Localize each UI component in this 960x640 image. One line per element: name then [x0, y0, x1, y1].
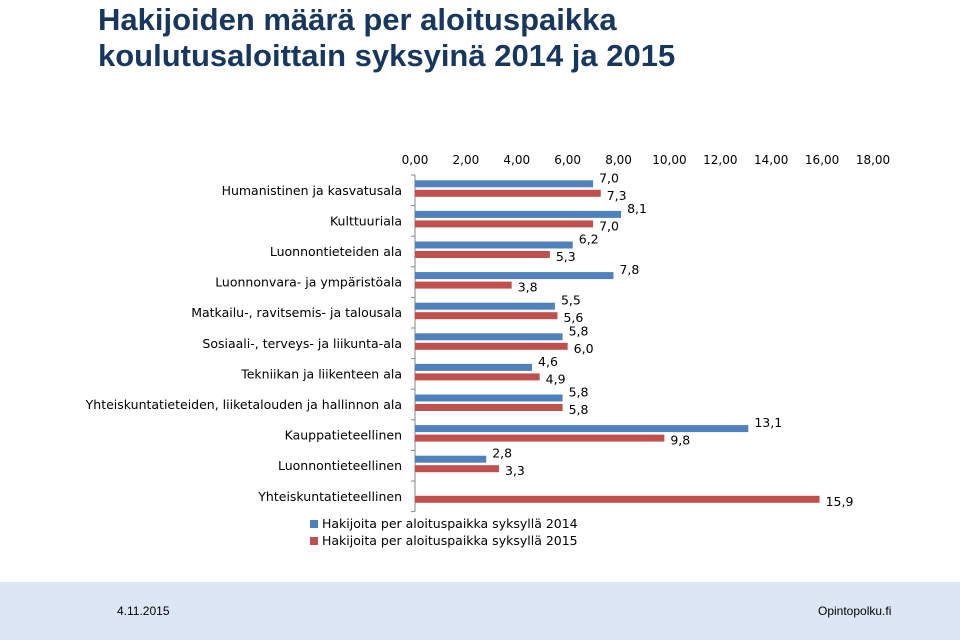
category-label: Luonnontieteellinen	[278, 458, 402, 473]
x-tick-label: 18,00	[856, 153, 890, 167]
data-label: 4,6	[538, 354, 558, 369]
bar-2015	[415, 189, 601, 197]
x-tick-label: 10,00	[652, 153, 686, 167]
legend-swatch	[310, 537, 318, 545]
data-label: 7,8	[619, 262, 639, 277]
x-tick-label: 4,00	[503, 153, 530, 167]
footer-date: 4.11.2015	[117, 604, 170, 618]
bar-chart: 0,00 2,00 4,00 6,00 8,00 10,00 12,00 14,00 16,00…	[85, 153, 891, 548]
bar-2014	[415, 455, 487, 463]
bar-2014	[415, 333, 563, 341]
bar-2014	[415, 302, 555, 310]
bar-2015	[415, 434, 665, 442]
data-label: 8,1	[627, 201, 647, 216]
data-label: 5,6	[563, 310, 583, 325]
bar-2015	[415, 312, 558, 320]
legend-swatch	[310, 520, 318, 528]
bar-2015	[415, 495, 820, 503]
data-label: 13,1	[754, 415, 782, 430]
category-label: Yhteiskuntatieteiden, liiketalouden ja h…	[85, 397, 402, 412]
legend-label: Hakijoita per aloituspaikka syksyllä 201…	[322, 533, 578, 548]
bar-2015	[415, 251, 550, 258]
bar-2014	[415, 241, 573, 249]
data-label: 3,8	[518, 280, 538, 295]
bar-2014	[415, 394, 563, 402]
data-label: 3,3	[505, 463, 525, 478]
bar-2015	[415, 220, 594, 228]
data-label: 6,0	[574, 341, 594, 356]
x-tick-label: 2,00	[453, 153, 480, 167]
data-label: 5,5	[561, 293, 581, 308]
data-label: 5,8	[569, 323, 589, 338]
bar-2014	[415, 363, 533, 371]
x-tick-label: 12,00	[703, 153, 737, 167]
data-label: 7,0	[599, 218, 619, 233]
bar-2015	[415, 404, 563, 411]
bar-2015	[415, 281, 512, 289]
data-label: 15,9	[826, 494, 854, 509]
x-tick-label: 16,00	[805, 153, 839, 167]
title-line-1: Hakijoiden määrä per aloituspaikka	[98, 2, 617, 37]
title-line-2: koulutusaloittain syksyinä 2014 ja 2015	[98, 38, 676, 73]
category-label: Luonnonvara- ja ympäristöala	[215, 275, 402, 290]
category-label: Yhteiskuntatieteellinen	[257, 489, 402, 504]
bar-2014	[415, 425, 749, 433]
x-tick-label: 14,00	[754, 153, 788, 167]
bar-2015	[415, 373, 540, 381]
bar-2014	[415, 180, 594, 188]
data-label: 2,8	[492, 446, 512, 461]
category-label: Humanistinen ja kasvatusala	[222, 183, 402, 198]
category-label: Luonnontieteiden ala	[270, 244, 402, 259]
footer-brand: Opintopolku.fi	[818, 604, 892, 618]
data-label: 7,3	[607, 188, 627, 203]
bar-2015	[415, 342, 568, 350]
category-label: Kauppatieteellinen	[285, 428, 402, 443]
category-label: Matkailu-, ravitsemis- ja talousala	[191, 305, 402, 320]
legend-label: Hakijoita per aloituspaikka syksyllä 201…	[322, 516, 578, 531]
footer-band	[0, 582, 960, 640]
data-label: 5,8	[569, 402, 589, 417]
data-label: 6,2	[579, 232, 599, 247]
bar-2014	[415, 272, 614, 280]
category-label: Kulttuuriala	[330, 213, 402, 228]
data-label: 7,0	[599, 170, 619, 185]
x-tick-label: 0,00	[402, 153, 429, 167]
category-label: Sosiaali-, terveys- ja liikunta-ala	[202, 336, 402, 351]
data-label: 4,9	[546, 371, 566, 386]
data-label: 9,8	[670, 433, 690, 448]
data-label: 5,3	[556, 249, 576, 264]
category-label: Tekniikan ja liikenteen ala	[240, 366, 402, 381]
x-tick-label: 6,00	[554, 153, 581, 167]
x-tick-label: 8,00	[605, 153, 632, 167]
bar-2015	[415, 465, 499, 473]
bar-2014	[415, 210, 622, 218]
data-label: 5,8	[569, 385, 589, 400]
page-title: Hakijoiden määrä per aloituspaikka koulu…	[98, 2, 675, 74]
